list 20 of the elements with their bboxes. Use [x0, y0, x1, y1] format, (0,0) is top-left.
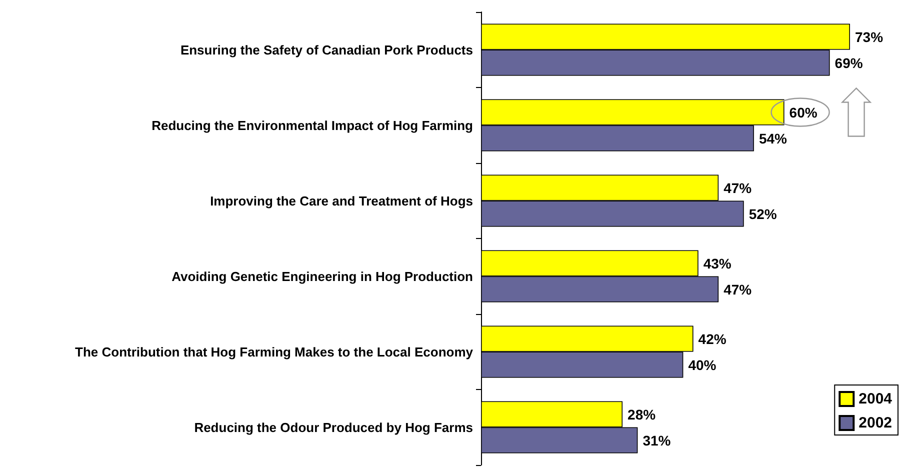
data-label: 47% — [724, 180, 752, 196]
data-label: 31% — [642, 432, 672, 448]
data-label: 52% — [748, 206, 778, 222]
y-tick-label: Reducing the Odour Produced by Hog Farms — [194, 420, 473, 435]
y-tick-label: The Contribution that Hog Farming Makes to the Local Economy — [75, 344, 474, 360]
y-tick-label: Avoiding Genetic Engineering in Hog Production — [172, 268, 474, 284]
y-tick-label: Improving the Care and Treatment of Hogs — [210, 193, 473, 208]
data-label: 73% — [855, 28, 884, 45]
legend-label: 2004 — [858, 390, 893, 408]
data-label: 47% — [724, 281, 752, 298]
data-label: 40% — [688, 356, 717, 373]
data-label: 60% — [789, 104, 818, 120]
legend-label: 2002 — [858, 414, 892, 432]
data-label: 43% — [703, 255, 732, 272]
data-label: 54% — [758, 130, 788, 146]
data-label: 28% — [628, 406, 656, 422]
y-tick-label: Reducing the Environmental Impact of Hog Farming — [152, 118, 474, 133]
y-tick-label: Ensuring the Safety of Canadian Pork Products — [180, 42, 473, 58]
data-label: 42% — [698, 330, 727, 347]
data-label: 69% — [834, 54, 864, 71]
